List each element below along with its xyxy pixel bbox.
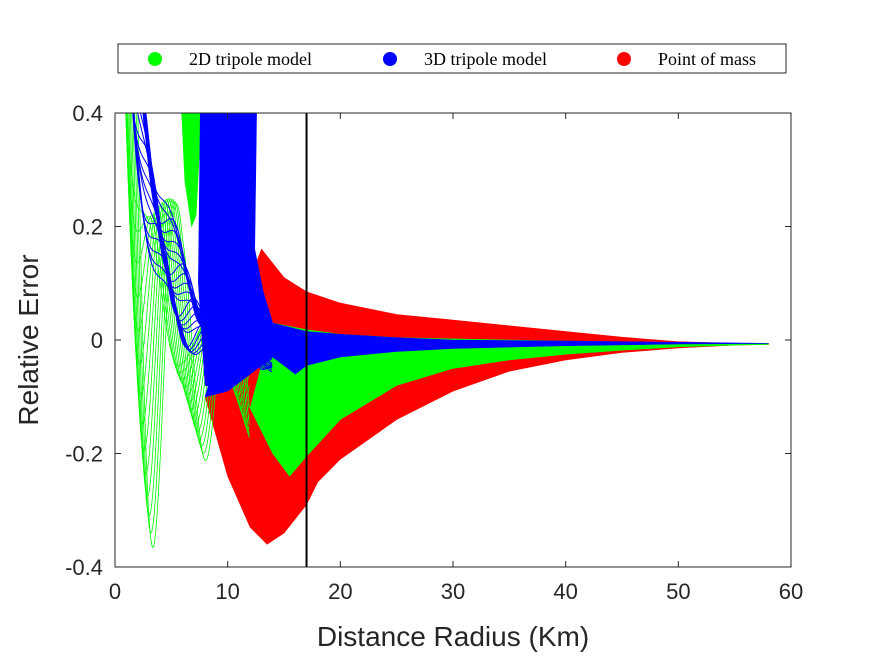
series-band-0 [204,248,769,545]
series-2d-spike [181,113,202,228]
y-tick-label-1: -0.2 [65,442,103,467]
x-tick-label-4: 40 [553,579,577,604]
x-tick-label-0: 0 [109,579,121,604]
series-layer [125,113,769,549]
legend-box [117,43,787,74]
x-tick-label-3: 30 [441,579,465,604]
legend-marker-2 [617,52,631,66]
legend-label-0: 2D tripole model [189,49,312,69]
legend-marker-1 [383,52,397,66]
x-axis-label: Distance Radius (Km) [317,621,589,652]
x-tick-label-2: 20 [328,579,352,604]
x-tick-label-5: 50 [666,579,690,604]
y-tick-label-4: 0.4 [72,101,103,126]
x-tick-label-1: 10 [215,579,239,604]
legend: 2D tripole model 3D tripole model Point of… [117,43,787,74]
legend-label-1: 3D tripole model [424,49,547,69]
y-tick-label-3: 0.2 [72,215,103,240]
legend-label-2: Point of mass [658,49,756,69]
y-tick-label-2: 0 [91,328,103,353]
series-3d-curve-14 [145,113,273,366]
legend-marker-0 [148,52,162,66]
y-tick-label-0: -0.4 [65,555,103,580]
y-axis-label: Relative Error [13,254,44,425]
series-band-2 [204,248,769,398]
ticks-layer: 0 10 20 30 40 50 60 -0.4 -0.2 0 0.2 0.4 [65,101,803,604]
x-tick-label-6: 60 [779,579,803,604]
series-3d-block [198,113,269,392]
